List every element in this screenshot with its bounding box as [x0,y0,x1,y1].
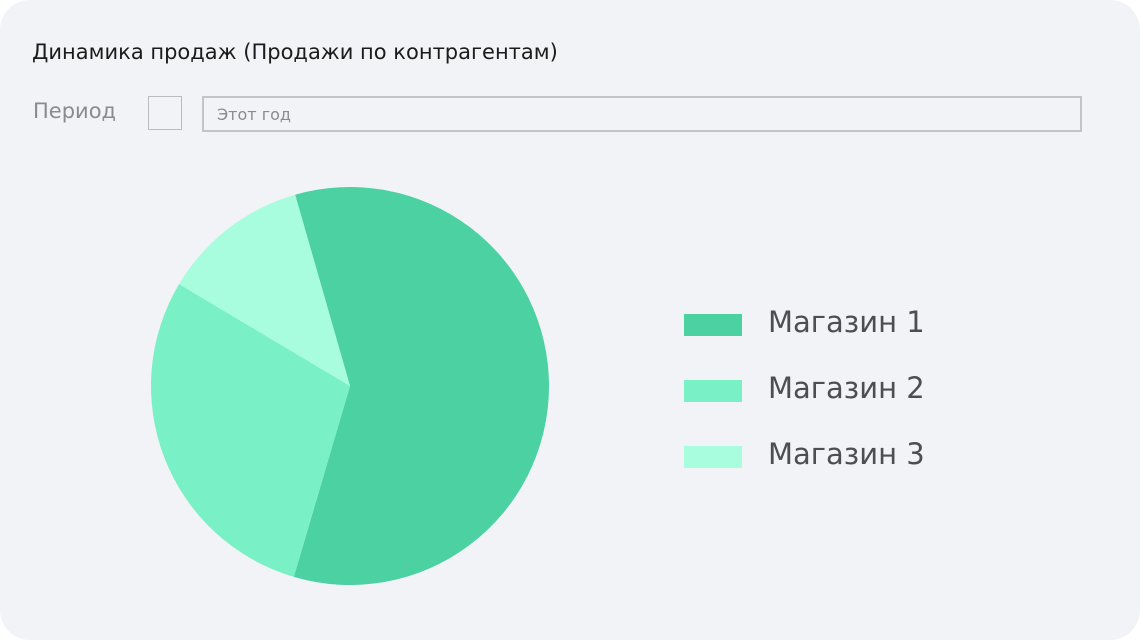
legend-label-3: Магазин 3 [768,437,925,471]
legend-item-3: Магазин 3 [684,432,1014,498]
chart-legend: Магазин 1 Магазин 2 Магазин 3 [684,300,1014,498]
legend-swatch-1 [684,314,742,336]
legend-swatch-3 [684,446,742,468]
period-checkbox[interactable] [148,96,182,130]
pie-chart [151,186,549,585]
card-title: Динамика продаж (Продажи по контрагентам… [32,40,558,64]
period-input[interactable] [202,96,1082,132]
legend-label-1: Магазин 1 [768,305,925,339]
legend-item-2: Магазин 2 [684,366,1014,432]
legend-swatch-2 [684,380,742,402]
period-label: Период [33,99,117,123]
legend-label-2: Магазин 2 [768,371,925,405]
legend-item-1: Магазин 1 [684,300,1014,366]
pie-slice-1 [293,186,549,585]
pie-slice-2 [151,284,350,577]
pie-slice-3 [179,194,350,386]
